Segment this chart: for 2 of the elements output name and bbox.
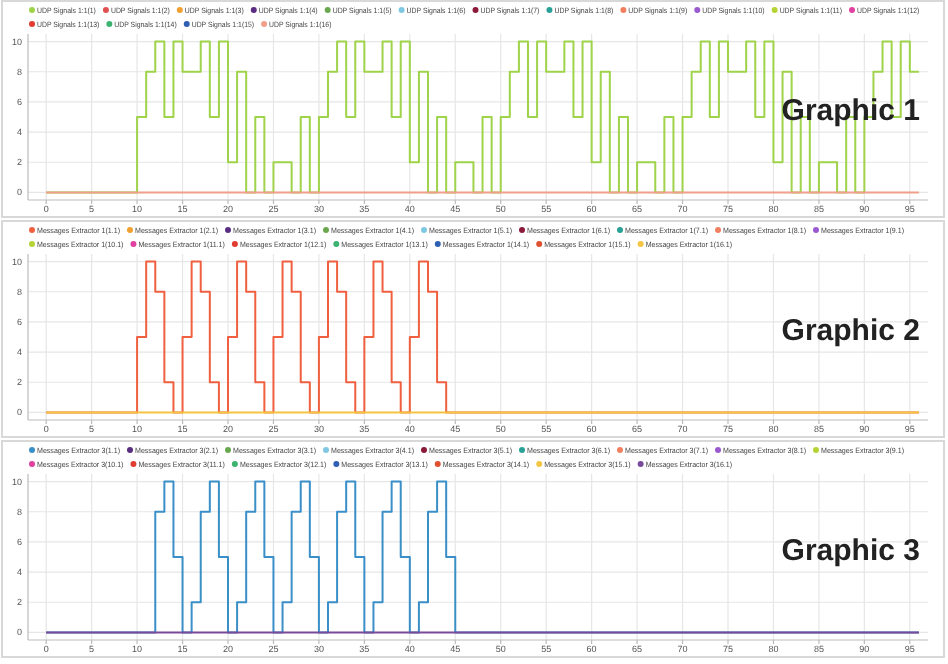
- annotation: Graphic 2: [781, 314, 920, 348]
- annotation: Graphic 3: [781, 534, 920, 568]
